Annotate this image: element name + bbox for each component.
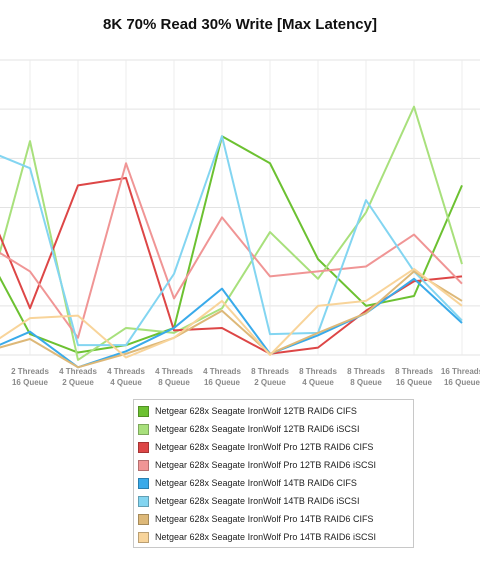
x-tick-label: 8 Threads	[299, 367, 337, 376]
x-tick-label: 4 Queue	[302, 378, 334, 387]
legend-swatch	[138, 423, 149, 435]
legend-label: Netgear 628x Seagate IronWolf Pro 14TB R…	[155, 532, 376, 542]
series-line-2	[0, 105, 463, 361]
legend-label: Netgear 628x Seagate IronWolf Pro 12TB R…	[155, 460, 376, 470]
legend-swatch	[138, 477, 149, 489]
legend-swatch	[138, 459, 149, 471]
legend-item[interactable]: Netgear 628x Seagate IronWolf 14TB RAID6…	[134, 492, 413, 510]
x-tick-label: 4 Threads	[59, 367, 97, 376]
x-tick-label: 16 Queue	[0, 378, 1, 387]
legend-label: Netgear 628x Seagate IronWolf 12TB RAID6…	[155, 424, 360, 434]
x-tick-label: 2 Queue	[62, 378, 94, 387]
chart-title: 8K 70% Read 30% Write [Max Latency]	[103, 16, 377, 33]
legend-item[interactable]: Netgear 628x Seagate IronWolf Pro 14TB R…	[134, 528, 413, 546]
legend-swatch	[138, 405, 149, 417]
legend-swatch	[138, 441, 149, 453]
x-tick-label: 8 Threads	[347, 367, 385, 376]
x-tick-label: 8 Queue	[350, 378, 382, 387]
legend-item[interactable]: Netgear 628x Seagate IronWolf 12TB RAID6…	[134, 420, 413, 438]
x-tick-label: 4 Threads	[107, 367, 145, 376]
x-tick-label: 4 Threads	[203, 367, 241, 376]
legend-label: Netgear 628x Seagate IronWolf Pro 12TB R…	[155, 442, 374, 452]
x-tick-label: 16 Threads	[441, 367, 480, 376]
legend-swatch	[138, 531, 149, 543]
x-tick-label: 16 Queue	[444, 378, 480, 387]
legend-swatch	[138, 495, 149, 507]
legend-label: Netgear 628x Seagate IronWolf 14TB RAID6…	[155, 496, 360, 506]
x-tick-label: 8 Threads	[251, 367, 289, 376]
legend: Netgear 628x Seagate IronWolf 12TB RAID6…	[133, 399, 414, 548]
legend-item[interactable]: Netgear 628x Seagate IronWolf 12TB RAID6…	[134, 402, 413, 420]
legend-item[interactable]: Netgear 628x Seagate IronWolf Pro 12TB R…	[134, 438, 413, 456]
legend-item[interactable]: Netgear 628x Seagate IronWolf 14TB RAID6…	[134, 474, 413, 492]
x-tick-label: 16 Queue	[396, 378, 433, 387]
series-line-5	[0, 277, 463, 369]
x-tick-label: 2 Threads	[11, 367, 49, 376]
x-tick-label: 16 Queue	[204, 378, 241, 387]
x-tick-label: 2 Queue	[254, 378, 286, 387]
x-tick-label: 8 Threads	[395, 367, 433, 376]
series-lines	[0, 105, 463, 369]
legend-item[interactable]: Netgear 628x Seagate IronWolf Pro 14TB R…	[134, 510, 413, 528]
legend-label: Netgear 628x Seagate IronWolf Pro 14TB R…	[155, 514, 374, 524]
series-line-6	[0, 135, 463, 347]
x-tick-label: 4 Threads	[155, 367, 193, 376]
series-line-7	[0, 270, 463, 369]
legend-item[interactable]: Netgear 628x Seagate IronWolf Pro 12TB R…	[134, 456, 413, 474]
x-tick-label: 16 Queue	[12, 378, 49, 387]
legend-swatch	[138, 513, 149, 525]
series-line-8	[0, 267, 463, 359]
x-tick-label: 4 Queue	[110, 378, 142, 387]
legend-label: Netgear 628x Seagate IronWolf 12TB RAID6…	[155, 406, 357, 416]
x-tick-label: 8 Queue	[158, 378, 190, 387]
legend-label: Netgear 628x Seagate IronWolf 14TB RAID6…	[155, 478, 357, 488]
